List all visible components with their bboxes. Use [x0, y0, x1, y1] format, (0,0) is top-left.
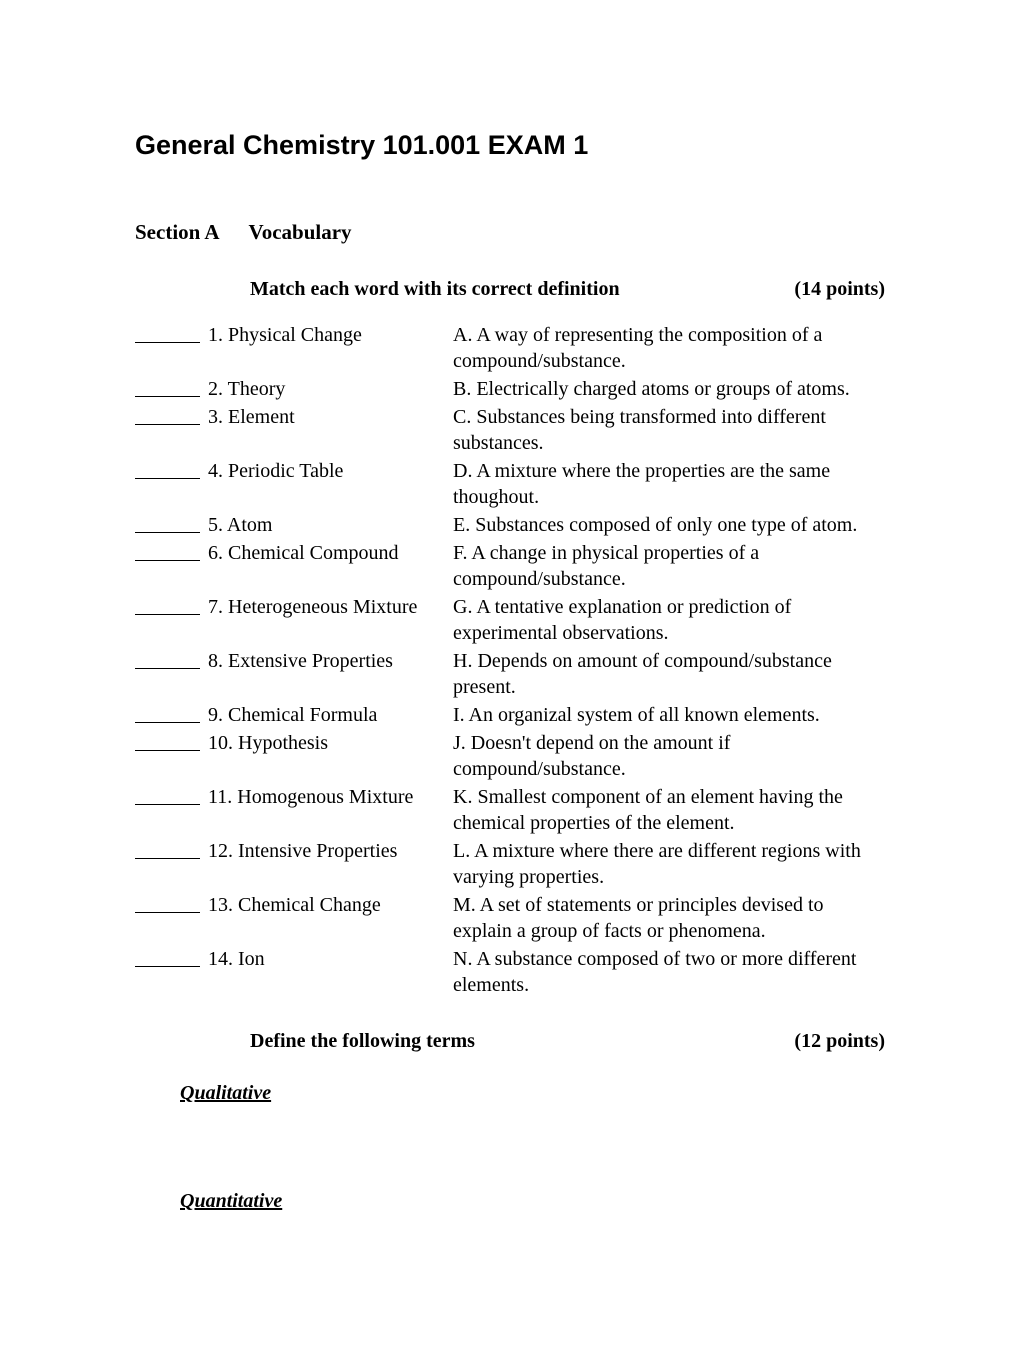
- define-points: (12 points): [794, 1028, 885, 1054]
- term-to-define: Quantitative: [135, 1188, 885, 1214]
- answer-blank[interactable]: [135, 648, 200, 669]
- match-row: 11. Homogenous MixtureK. Smallest compon…: [135, 784, 885, 836]
- exam-title: General Chemistry 101.001 EXAM 1: [135, 128, 885, 163]
- answer-blank[interactable]: [135, 458, 200, 479]
- match-term: 11. Homogenous Mixture: [208, 784, 453, 810]
- answer-blank[interactable]: [135, 322, 200, 343]
- match-definition: K. Smallest component of an element havi…: [453, 784, 885, 836]
- match-term: 3. Element: [208, 404, 453, 430]
- match-definition: L. A mixture where there are different r…: [453, 838, 885, 890]
- match-term: 4. Periodic Table: [208, 458, 453, 484]
- match-row: 3. ElementC. Substances being transforme…: [135, 404, 885, 456]
- match-term: 8. Extensive Properties: [208, 648, 453, 674]
- match-definition: G. A tentative explanation or prediction…: [453, 594, 885, 646]
- section-letter: Section A: [135, 219, 220, 246]
- matching-instruction: Match each word with its correct definit…: [250, 276, 739, 302]
- match-row: 10. HypothesisJ. Doesn't depend on the a…: [135, 730, 885, 782]
- matching-instruction-row: Match each word with its correct definit…: [135, 276, 885, 302]
- define-section: Define the following terms (12 points) Q…: [135, 1028, 885, 1214]
- answer-blank[interactable]: [135, 540, 200, 561]
- match-definition: I. An organizal system of all known elem…: [453, 702, 885, 728]
- answer-blank[interactable]: [135, 404, 200, 425]
- match-row: 6. Chemical CompoundF. A change in physi…: [135, 540, 885, 592]
- answer-blank[interactable]: [135, 892, 200, 913]
- match-row: 9. Chemical FormulaI. An organizal syste…: [135, 702, 885, 728]
- match-row: 8. Extensive PropertiesH. Depends on amo…: [135, 648, 885, 700]
- match-definition: A. A way of representing the composition…: [453, 322, 885, 374]
- answer-blank[interactable]: [135, 730, 200, 751]
- match-definition: B. Electrically charged atoms or groups …: [453, 376, 885, 402]
- match-term: 6. Chemical Compound: [208, 540, 453, 566]
- match-row: 14. IonN. A substance composed of two or…: [135, 946, 885, 998]
- answer-blank[interactable]: [135, 376, 200, 397]
- answer-blank[interactable]: [135, 946, 200, 967]
- match-term: 2. Theory: [208, 376, 453, 402]
- section-header: Section A Vocabulary: [135, 219, 885, 246]
- match-row: 4. Periodic TableD. A mixture where the …: [135, 458, 885, 510]
- matching-list: 1. Physical ChangeA. A way of representi…: [135, 322, 885, 998]
- match-row: 5. AtomE. Substances composed of only on…: [135, 512, 885, 538]
- match-term: 1. Physical Change: [208, 322, 453, 348]
- match-term: 9. Chemical Formula: [208, 702, 453, 728]
- match-term: 12. Intensive Properties: [208, 838, 453, 864]
- match-row: 7. Heterogeneous MixtureG. A tentative e…: [135, 594, 885, 646]
- match-term: 7. Heterogeneous Mixture: [208, 594, 453, 620]
- match-definition: D. A mixture where the properties are th…: [453, 458, 885, 510]
- match-definition: H. Depends on amount of compound/substan…: [453, 648, 885, 700]
- match-term: 5. Atom: [208, 512, 453, 538]
- match-term: 14. Ion: [208, 946, 453, 972]
- match-definition: M. A set of statements or principles dev…: [453, 892, 885, 944]
- answer-blank[interactable]: [135, 784, 200, 805]
- match-definition: J. Doesn't depend on the amount if compo…: [453, 730, 885, 782]
- match-row: 2. TheoryB. Electrically charged atoms o…: [135, 376, 885, 402]
- answer-blank[interactable]: [135, 838, 200, 859]
- match-definition: C. Substances being transformed into dif…: [453, 404, 885, 456]
- define-terms-list: Qualitative Quantitative: [135, 1080, 885, 1214]
- match-term: 13. Chemical Change: [208, 892, 453, 918]
- match-definition: N. A substance composed of two or more d…: [453, 946, 885, 998]
- match-definition: F. A change in physical properties of a …: [453, 540, 885, 592]
- answer-blank[interactable]: [135, 594, 200, 615]
- answer-blank[interactable]: [135, 512, 200, 533]
- match-row: 1. Physical ChangeA. A way of representi…: [135, 322, 885, 374]
- define-instruction: Define the following terms: [250, 1028, 644, 1054]
- section-name: Vocabulary: [248, 220, 351, 244]
- match-row: 13. Chemical ChangeM. A set of statement…: [135, 892, 885, 944]
- match-row: 12. Intensive PropertiesL. A mixture whe…: [135, 838, 885, 890]
- match-term: 10. Hypothesis: [208, 730, 453, 756]
- match-definition: E. Substances composed of only one type …: [453, 512, 885, 538]
- term-to-define: Qualitative: [135, 1080, 885, 1106]
- define-instruction-row: Define the following terms (12 points): [135, 1028, 885, 1054]
- answer-blank[interactable]: [135, 702, 200, 723]
- matching-points: (14 points): [794, 276, 885, 302]
